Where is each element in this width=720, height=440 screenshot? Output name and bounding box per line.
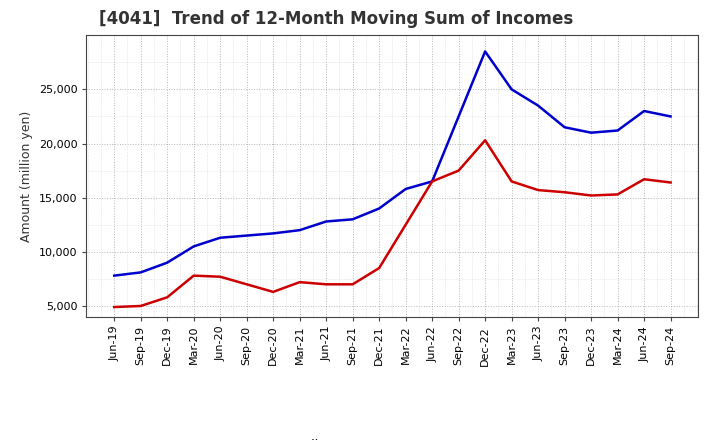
Ordinary Income [454,114,463,119]
Ordinary Income [136,270,145,275]
Ordinary Income [428,179,436,184]
Net Income [322,282,330,287]
Ordinary Income [269,231,277,236]
Net Income [666,180,675,185]
Ordinary Income [295,227,304,233]
Net Income [295,279,304,285]
Ordinary Income [322,219,330,224]
Ordinary Income [613,128,622,133]
Net Income [163,295,171,300]
Net Income [269,289,277,294]
Net Income [640,176,649,182]
Net Income [189,273,198,278]
Net Income [560,190,569,195]
Net Income [508,179,516,184]
Line: Net Income: Net Income [114,140,670,307]
Net Income [401,222,410,227]
Text: [4041]  Trend of 12-Month Moving Sum of Incomes: [4041] Trend of 12-Month Moving Sum of I… [99,10,573,28]
Ordinary Income [163,260,171,265]
Legend: Ordinary Income, Net Income: Ordinary Income, Net Income [246,434,539,440]
Ordinary Income [189,244,198,249]
Ordinary Income [110,273,119,278]
Net Income [481,138,490,143]
Ordinary Income [560,125,569,130]
Ordinary Income [508,87,516,92]
Ordinary Income [401,187,410,192]
Ordinary Income [534,103,542,108]
Y-axis label: Amount (million yen): Amount (million yen) [20,110,33,242]
Net Income [375,265,384,271]
Net Income [587,193,595,198]
Ordinary Income [216,235,225,240]
Ordinary Income [666,114,675,119]
Net Income [110,304,119,310]
Net Income [216,274,225,279]
Net Income [348,282,357,287]
Net Income [136,303,145,308]
Ordinary Income [481,49,490,54]
Net Income [428,179,436,184]
Ordinary Income [375,206,384,211]
Net Income [534,187,542,193]
Ordinary Income [348,216,357,222]
Net Income [454,168,463,173]
Ordinary Income [587,130,595,136]
Net Income [613,192,622,197]
Ordinary Income [243,233,251,238]
Net Income [243,282,251,287]
Ordinary Income [640,108,649,114]
Line: Ordinary Income: Ordinary Income [114,51,670,275]
